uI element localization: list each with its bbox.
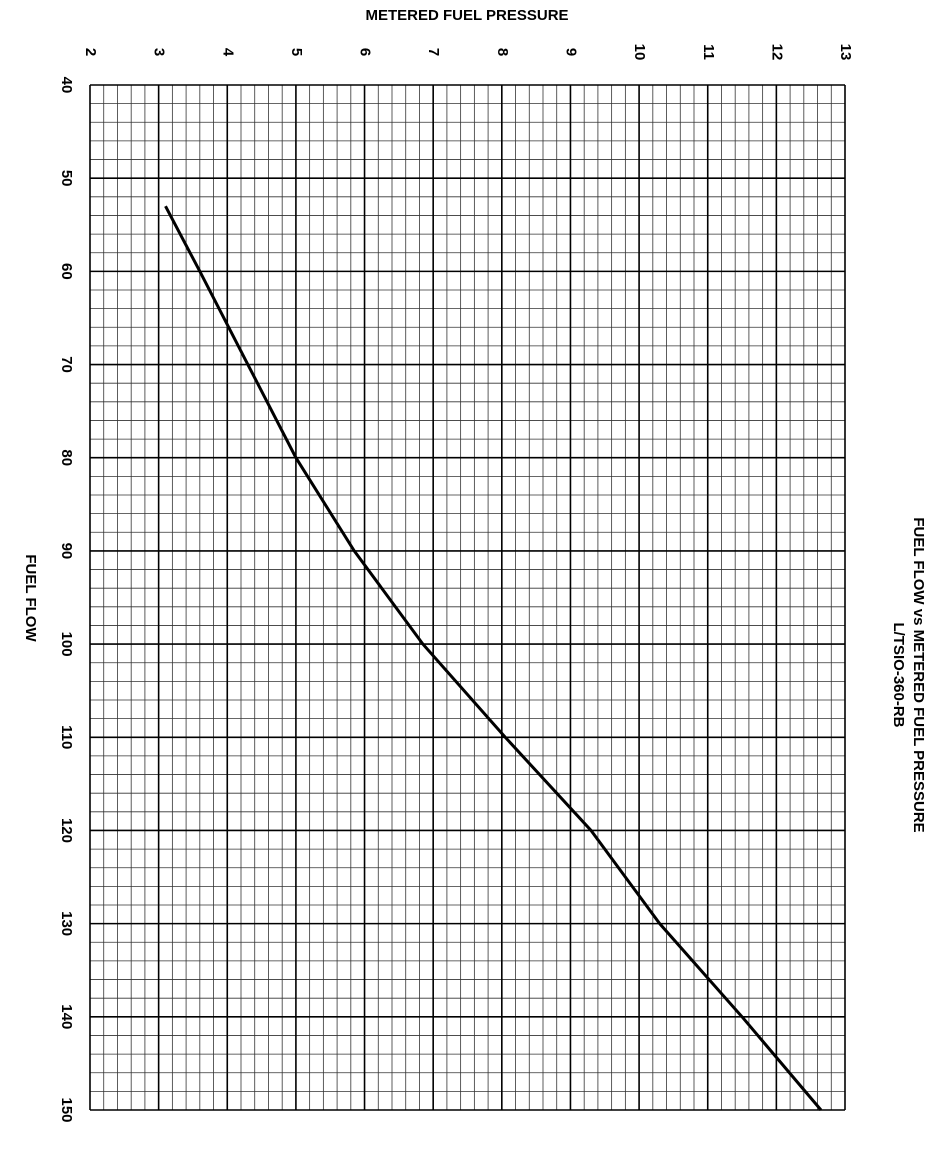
x-tick-label: 80 (58, 449, 75, 466)
y-tick-label: 6 (357, 48, 374, 56)
x-tick-label: 40 (58, 77, 75, 94)
y-tick-label: 10 (631, 44, 648, 61)
y-tick-label: 5 (288, 48, 305, 56)
y-tick-label: 3 (151, 48, 168, 56)
x-tick-label: 50 (58, 170, 75, 187)
x-tick-label: 150 (58, 1097, 75, 1122)
y-tick-label: 7 (425, 48, 442, 56)
y-axis-title: METERED FUEL PRESSURE (365, 7, 568, 24)
x-tick-label: 90 (58, 543, 75, 560)
x-tick-label: 130 (58, 911, 75, 936)
x-tick-label: 110 (58, 725, 75, 749)
y-tick-label: 2 (82, 48, 99, 56)
y-tick-label: 12 (768, 44, 785, 61)
x-tick-label: 70 (58, 356, 75, 373)
x-tick-label: 140 (58, 1004, 75, 1029)
x-axis-title: FUEL FLOW (22, 554, 39, 642)
y-tick-label: 4 (219, 48, 236, 57)
data-line (164, 205, 823, 1111)
y-tick-label: 9 (562, 48, 579, 56)
chart-subtitle: L/TSIO-360-RB (890, 622, 907, 727)
y-tick-label: 13 (837, 44, 854, 61)
x-tick-label: 100 (58, 632, 75, 657)
y-tick-label: 8 (494, 48, 511, 56)
y-tick-label: 11 (700, 44, 717, 60)
x-tick-label: 60 (58, 263, 75, 280)
chart-title: FUEL FLOW vs METERED FUEL PRESSURE (910, 517, 927, 832)
x-tick-label: 120 (58, 818, 75, 843)
